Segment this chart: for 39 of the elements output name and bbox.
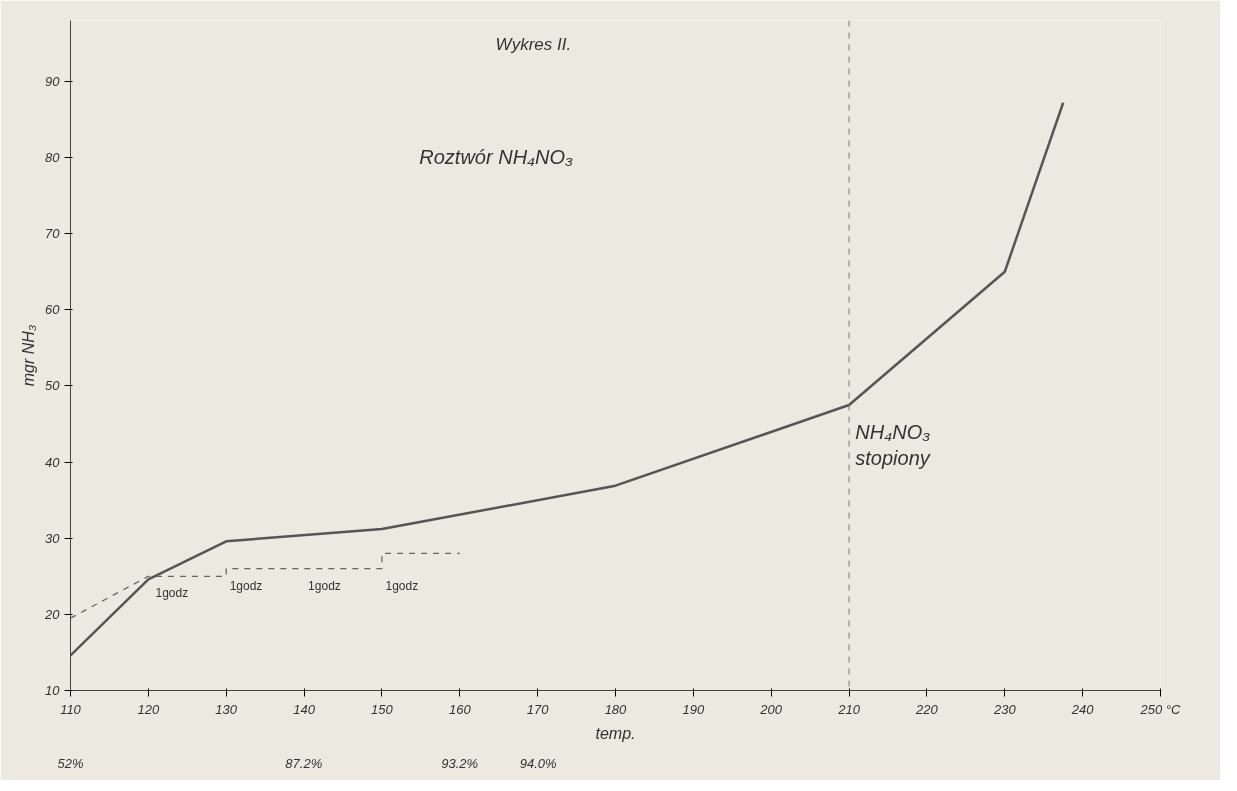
y-tick-label: 70 <box>45 226 61 242</box>
x-tick-label: 150 <box>371 701 394 717</box>
y-axis-title: mgr NH₃ <box>20 324 38 387</box>
y-tick-label: 20 <box>44 606 61 622</box>
x-tick-label: 130 <box>215 701 238 717</box>
x-tick-label: 200 <box>759 701 783 717</box>
x-tick-label: 180 <box>604 701 628 717</box>
text: 52% <box>57 755 84 771</box>
x-axis-title: temp. <box>595 724 636 742</box>
line-series <box>70 101 1065 657</box>
annotation: 1godz <box>308 579 341 594</box>
x-tick-label: 230 <box>992 701 1017 717</box>
x-tick-label: 210 <box>837 701 861 717</box>
annotation: 1godz <box>385 579 419 594</box>
x-tick-label: 250 °C <box>1139 701 1182 717</box>
x-tick-label: 160 <box>448 701 472 717</box>
y-tick-label: 40 <box>45 454 61 470</box>
text: 93.2% <box>441 755 479 771</box>
text: Roztwór NH₄NO₃ <box>419 145 574 168</box>
annotation: 1godz <box>229 579 263 594</box>
y-tick-label: 80 <box>45 150 61 166</box>
y-tick-label: 50 <box>45 378 61 394</box>
line-series <box>70 552 461 619</box>
x-tick-label: 170 <box>526 701 550 717</box>
text: 94.0% <box>519 755 557 771</box>
x-tick-label: 140 <box>293 701 316 717</box>
y-tick-label: 10 <box>45 683 61 698</box>
annotation: 1godz <box>155 586 189 601</box>
text: 87.2% <box>285 755 323 771</box>
annotation: NH₄NO₃ stopiony <box>855 421 931 470</box>
x-tick-label: 220 <box>915 701 939 717</box>
x-tick-label: 110 <box>60 701 82 717</box>
y-tick-label: 60 <box>45 302 61 318</box>
y-tick-label: 30 <box>45 530 61 546</box>
x-tick-label: 240 <box>1070 701 1095 717</box>
x-tick-label: 190 <box>682 701 705 717</box>
text: Wykres II. <box>495 35 572 54</box>
x-tick-label: 120 <box>137 701 160 717</box>
y-tick-label: 90 <box>45 73 61 89</box>
